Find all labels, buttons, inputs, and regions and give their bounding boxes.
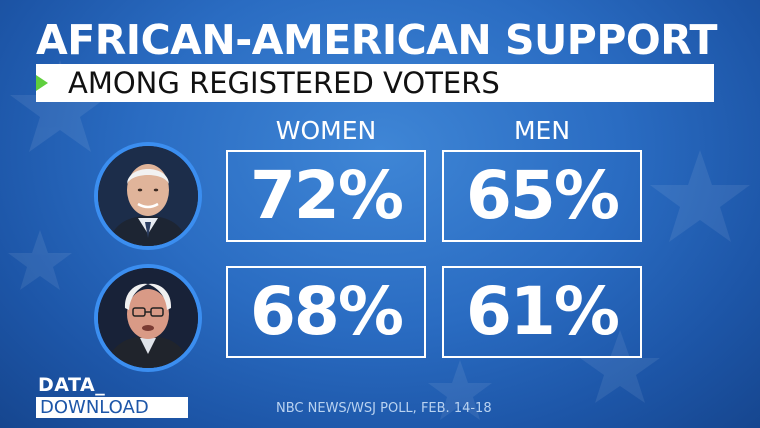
value-box: 65%	[442, 150, 642, 242]
column-header-men: MEN	[513, 116, 571, 145]
candidate-photo-biden	[94, 142, 202, 250]
support-value-men: 61%	[466, 273, 620, 350]
candidate-photo-sanders	[94, 264, 202, 372]
value-box: 72%	[226, 150, 426, 242]
person-portrait-icon	[98, 146, 198, 246]
support-value-women: 72%	[250, 157, 404, 234]
value-box: 61%	[442, 266, 642, 358]
source-credit: NBC NEWS/WSJ POLL, FEB. 14-18	[276, 401, 492, 416]
value-box: 68%	[226, 266, 426, 358]
person-portrait-icon	[98, 268, 198, 368]
column-header-women: WOMEN	[275, 116, 377, 145]
subtitle: AMONG REGISTERED VOTERS	[68, 66, 500, 100]
brand-logo-data: DATA_	[38, 374, 106, 396]
brand-logo-download: DOWNLOAD	[36, 397, 188, 418]
page-title: AFRICAN-AMERICAN SUPPORT	[36, 16, 717, 64]
subtitle-bar: AMONG REGISTERED VOTERS	[36, 64, 714, 102]
support-value-men: 65%	[466, 157, 620, 234]
support-value-women: 68%	[250, 273, 404, 350]
play-arrow-icon	[36, 75, 48, 91]
